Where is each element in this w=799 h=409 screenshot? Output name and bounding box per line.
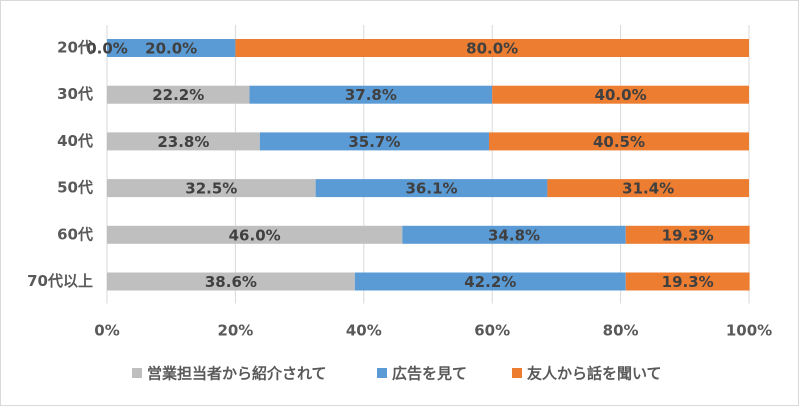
legend-label: 営業担当者から紹介されて (147, 365, 327, 383)
data-label: 46.0% (229, 226, 281, 244)
data-label: 40.5% (593, 133, 645, 151)
data-label: 32.5% (185, 180, 237, 198)
legend: 営業担当者から紹介されて 広告を見て 友人から話を聞いて (132, 365, 662, 383)
data-label: 19.3% (662, 273, 714, 291)
bar-segment (235, 39, 749, 57)
bar-segment (107, 225, 403, 244)
bar-segment (354, 272, 626, 291)
category-label: 20代 (57, 39, 93, 57)
data-label: 19.3% (662, 226, 714, 244)
data-label: 36.1% (406, 180, 458, 198)
legend-label: 広告を見て (392, 365, 467, 383)
x-tick-label: 60% (474, 322, 510, 340)
bars (107, 39, 750, 291)
x-tick-label: 40% (346, 322, 382, 340)
category-label: 40代 (57, 132, 93, 150)
data-label: 31.4% (622, 180, 674, 198)
bar-segment (249, 85, 493, 104)
bar-segment (625, 225, 750, 244)
bar-segment (107, 272, 355, 291)
category-label: 30代 (57, 85, 93, 103)
category-label: 50代 (57, 179, 93, 197)
data-label: 40.0% (595, 86, 647, 104)
bar-segment (492, 85, 749, 104)
bar-segment (107, 179, 316, 198)
bar-segment (107, 85, 250, 104)
bar-segment (625, 272, 750, 291)
x-tick-label: 20% (217, 322, 253, 340)
data-label: 22.2% (152, 86, 204, 104)
x-tick-label: 0% (94, 322, 119, 340)
x-tick-label: 80% (603, 322, 639, 340)
data-label: 34.8% (488, 226, 540, 244)
data-label: 42.2% (464, 273, 516, 291)
category-label: 70代以上 (27, 272, 93, 290)
x-tick-label: 100% (726, 322, 772, 340)
data-label: 80.0% (466, 40, 518, 58)
bar-segment (547, 179, 749, 198)
category-axis: 20代 30代 40代 50代 60代 70代以上 (27, 39, 93, 291)
bar-segment (315, 179, 548, 198)
data-label: 0.0% (86, 40, 128, 58)
value-axis: 0% 20% 40% 60% 80% 100% (94, 322, 772, 340)
data-label: 20.0% (145, 40, 197, 58)
legend-swatch (132, 368, 142, 378)
bar-segment (402, 225, 626, 244)
bar-segment (107, 39, 236, 57)
bar-segment (259, 132, 489, 151)
data-label: 23.8% (157, 133, 209, 151)
gridlines (106, 25, 750, 304)
data-label: 37.8% (345, 86, 397, 104)
legend-swatch (512, 368, 522, 378)
legend-swatch (377, 368, 387, 378)
data-label: 38.6% (205, 273, 257, 291)
bar-segment (488, 132, 749, 151)
data-label: 35.7% (348, 133, 400, 151)
category-label: 60代 (57, 225, 93, 243)
data-labels: 0.0% 20.0% 80.0% 22.2% 37.8% 40.0% 23.8% 35.7% 4… (86, 40, 714, 292)
bar-segment (107, 132, 260, 151)
legend-label: 友人から話を聞いて (527, 365, 662, 383)
